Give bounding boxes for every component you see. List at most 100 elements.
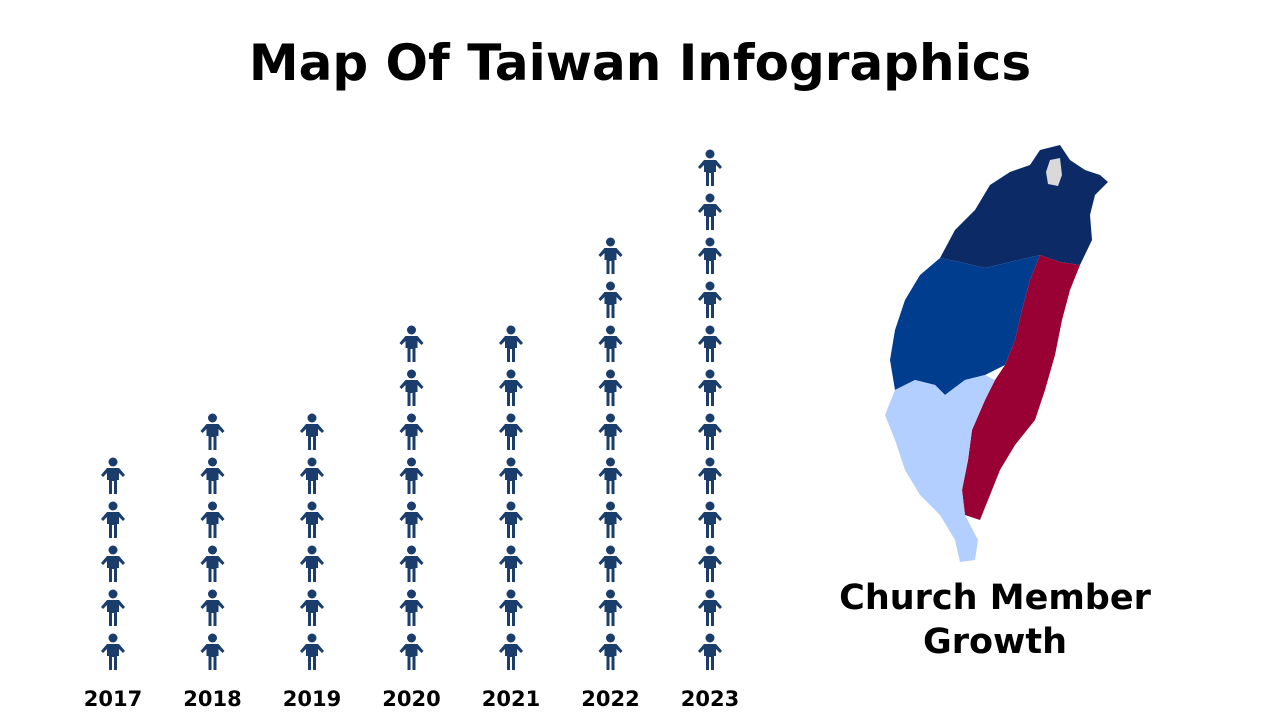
icon-head	[606, 237, 615, 247]
person-icon	[598, 281, 623, 318]
icon-body	[399, 336, 424, 362]
x-tick-label: 2023	[681, 687, 739, 711]
person-icon	[499, 545, 523, 582]
person-icon	[399, 457, 424, 494]
person-icon	[499, 413, 523, 450]
icon-head	[705, 457, 715, 467]
icon-body	[598, 512, 623, 538]
person-icon	[300, 413, 324, 450]
icon-head	[705, 193, 715, 203]
icon-body	[200, 424, 225, 450]
person-icon	[698, 369, 722, 406]
icon-body	[698, 248, 722, 274]
icon-head	[705, 633, 715, 643]
icon-head	[705, 149, 715, 159]
icon-column	[698, 149, 722, 670]
icon-body	[598, 468, 623, 494]
person-icon	[499, 457, 523, 494]
map-region-north	[940, 145, 1108, 268]
person-icon	[698, 589, 722, 626]
icon-head	[606, 501, 615, 511]
icon-body	[101, 600, 125, 626]
icon-body	[399, 380, 424, 406]
person-icon	[598, 501, 623, 538]
icon-body	[598, 292, 623, 318]
icon-head	[705, 545, 715, 555]
icon-column	[300, 413, 324, 670]
map-region-central	[890, 255, 1040, 395]
icon-head	[506, 413, 516, 423]
icon-head	[407, 369, 416, 379]
icon-head	[407, 545, 416, 555]
person-icon	[399, 633, 424, 670]
icon-head	[606, 457, 615, 467]
person-icon	[698, 193, 722, 230]
icon-body	[598, 336, 623, 362]
person-icon	[499, 369, 523, 406]
icon-head	[208, 545, 217, 555]
icon-column	[200, 413, 225, 670]
icon-head	[108, 545, 118, 555]
icon-body	[698, 468, 722, 494]
icon-body	[300, 468, 324, 494]
person-icon	[499, 633, 523, 670]
icon-head	[606, 325, 615, 335]
icon-body	[698, 380, 722, 406]
icon-body	[200, 468, 225, 494]
icon-body	[300, 600, 324, 626]
map-region-east	[962, 255, 1080, 520]
person-icon	[200, 589, 225, 626]
person-icon	[300, 501, 324, 538]
icon-head	[705, 237, 715, 247]
icon-head	[606, 545, 615, 555]
icon-body	[200, 556, 225, 582]
person-icon	[200, 545, 225, 582]
icon-body	[499, 336, 523, 362]
icon-body	[598, 644, 623, 670]
person-icon	[399, 369, 424, 406]
person-icon	[698, 281, 722, 318]
icon-head	[606, 281, 615, 291]
icon-head	[307, 589, 317, 599]
x-tick-label: 2021	[482, 687, 540, 711]
person-icon	[698, 633, 722, 670]
person-icon	[300, 589, 324, 626]
person-icon	[399, 589, 424, 626]
icon-head	[307, 501, 317, 511]
icon-head	[407, 633, 416, 643]
icon-body	[300, 512, 324, 538]
person-icon	[200, 501, 225, 538]
icon-body	[598, 556, 623, 582]
x-tick-label: 2019	[283, 687, 341, 711]
icon-column	[399, 325, 424, 670]
icon-head	[407, 325, 416, 335]
person-icon	[698, 149, 722, 186]
x-tick-label: 2022	[581, 687, 639, 711]
icon-head	[208, 457, 217, 467]
icon-head	[705, 413, 715, 423]
person-icon	[698, 237, 722, 274]
icon-head	[407, 501, 416, 511]
icon-head	[407, 413, 416, 423]
icon-body	[101, 468, 125, 494]
person-icon	[499, 589, 523, 626]
x-tick-label: 2018	[183, 687, 241, 711]
icon-body	[698, 204, 722, 230]
icon-body	[101, 556, 125, 582]
person-icon	[101, 545, 125, 582]
taiwan-map	[885, 145, 1108, 562]
person-icon	[598, 633, 623, 670]
icon-head	[705, 325, 715, 335]
icon-head	[705, 369, 715, 379]
person-icon	[598, 413, 623, 450]
icon-head	[108, 633, 118, 643]
icon-body	[598, 248, 623, 274]
person-icon	[200, 413, 225, 450]
icon-body	[101, 644, 125, 670]
icon-body	[399, 512, 424, 538]
person-icon	[499, 501, 523, 538]
icon-body	[499, 424, 523, 450]
icon-head	[208, 413, 217, 423]
person-icon	[499, 325, 523, 362]
